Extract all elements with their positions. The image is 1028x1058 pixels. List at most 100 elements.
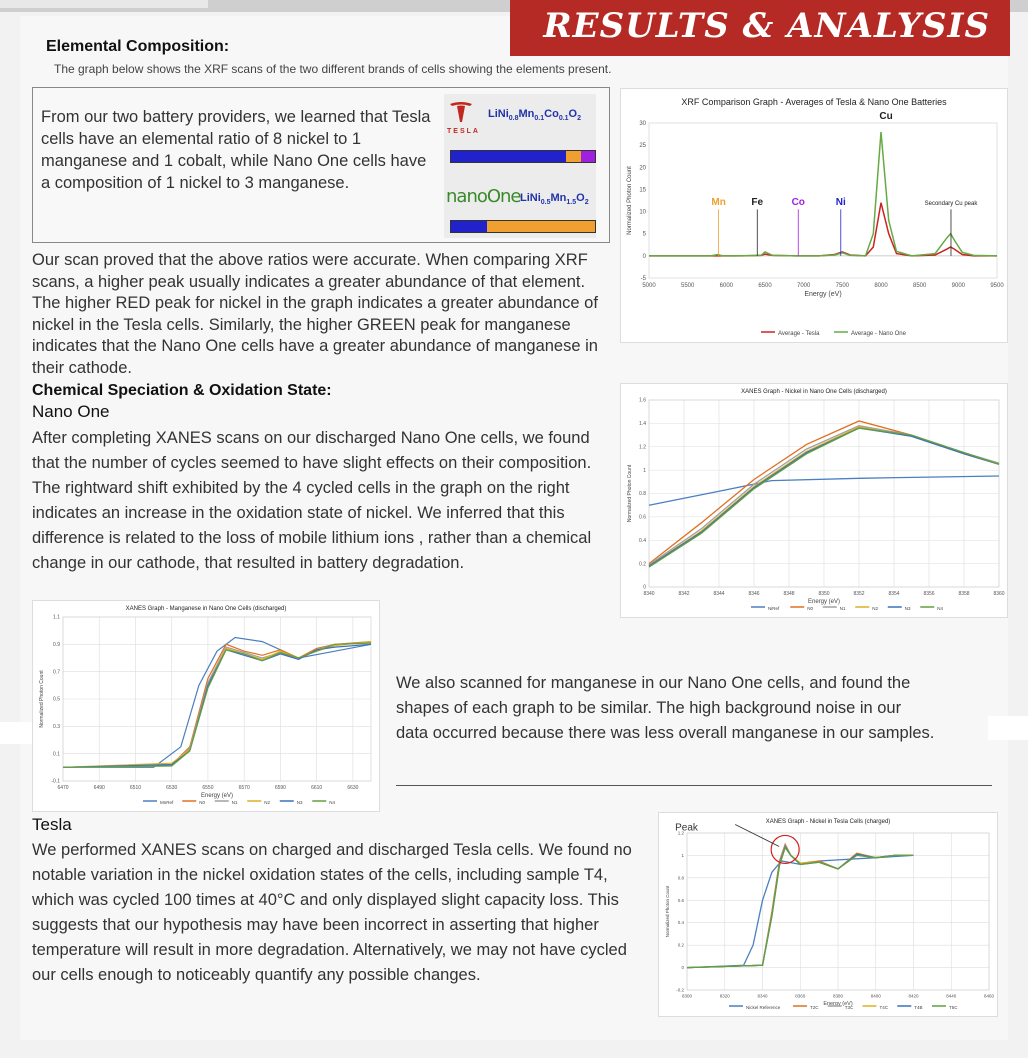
element-label: Mn: [711, 197, 725, 208]
header-banner: RESULTS & ANALYSIS: [510, 0, 1010, 56]
nanoone-composition-bar: [450, 220, 596, 233]
x-axis-label: Energy (eV): [804, 291, 841, 298]
legend-entry: NiRef: [768, 606, 780, 611]
element-label: Co: [792, 197, 805, 208]
logo-panel: TESLA LiNi0.8Mn0.1Co0.1O2 nanoOne LiNi0.…: [444, 94, 596, 238]
xrf-chart-svg: XRF Comparison Graph - Averages of Tesla…: [627, 97, 1004, 337]
y-tick-label: 0: [681, 965, 684, 970]
ni-segment: [451, 151, 567, 162]
x-tick-label: 9500: [990, 283, 1004, 289]
manganese-nanoone-chart: XANES Graph - Manganese in Nano One Cell…: [32, 600, 380, 812]
legend-entry: N3: [297, 800, 303, 805]
mn-segment: [487, 221, 595, 232]
legend-entry: T4C: [880, 1005, 889, 1010]
nickel-tesla-chart: XANES Graph - Nickel in Tesla Cells (cha…: [658, 812, 998, 1017]
y-tick-label: 0.6: [678, 898, 685, 903]
nanoone-paragraph: After completing XANES scans on our disc…: [32, 429, 592, 572]
elemental-composition-heading: Elemental Composition:: [46, 38, 230, 55]
legend-entry: N4: [329, 800, 335, 805]
manganese-paragraph: We also scanned for manganese in our Nan…: [396, 674, 935, 742]
series-line: [649, 131, 998, 257]
x-tick-label: 8340: [643, 591, 654, 597]
y-tick-label: 25: [639, 143, 646, 149]
y-tick-label: 1.2: [639, 444, 646, 450]
y-tick-label: 30: [639, 121, 646, 127]
x-tick-label: 5500: [681, 283, 695, 289]
y-tick-label: 0.7: [53, 669, 60, 675]
manganese-nanoone-chart-svg: XANES Graph - Manganese in Nano One Cell…: [39, 606, 372, 805]
y-tick-label: 0: [643, 585, 646, 591]
tesla-paragraph: We performed XANES scans on charged and …: [32, 841, 632, 984]
x-tick-label: 8352: [853, 591, 864, 597]
xrf-explanation: Our scan proved that the above ratios we…: [32, 251, 598, 377]
y-tick-label: 0.2: [639, 561, 646, 567]
x-tick-label: 8000: [874, 283, 888, 289]
legend-entry: N1: [840, 606, 846, 611]
y-tick-label: 1.1: [53, 615, 60, 621]
x-tick-label: 8300: [682, 994, 693, 999]
xrf-chart: XRF Comparison Graph - Averages of Tesla…: [620, 88, 1008, 343]
series-line: [648, 427, 1000, 568]
y-tick-label: 0.1: [53, 751, 60, 757]
x-tick-label: 6470: [57, 785, 68, 791]
x-tick-label: 6490: [94, 785, 105, 791]
x-tick-label: 9000: [952, 283, 966, 289]
series-line: [62, 643, 372, 768]
series-line: [63, 636, 372, 768]
legend-entry: N2: [872, 606, 878, 611]
x-tick-label: 6500: [758, 283, 772, 289]
legend-entry: Nickel Reference: [746, 1005, 781, 1010]
x-tick-label: 8358: [958, 591, 969, 597]
x-tick-label: 8356: [923, 591, 934, 597]
chart-title: XANES Graph - Manganese in Nano One Cell…: [126, 606, 287, 612]
x-tick-label: 6000: [720, 283, 734, 289]
tesla-subheading: Tesla: [32, 815, 72, 834]
nickel-tesla-chart-svg: XANES Graph - Nickel in Tesla Cells (cha…: [665, 819, 995, 1010]
series-line: [649, 202, 997, 257]
x-tick-label: 6590: [275, 785, 286, 791]
plot-area: [648, 122, 998, 279]
tesla-wordmark: TESLA: [447, 128, 480, 135]
legend-entry: N3: [905, 606, 911, 611]
y-axis-label: Normalized Photon Count: [627, 464, 633, 522]
x-tick-label: 6550: [202, 785, 213, 791]
x-tick-label: 8344: [713, 591, 724, 597]
legend-entry: N2: [264, 800, 270, 805]
series-line: [648, 475, 1000, 506]
y-tick-label: -0.1: [51, 779, 60, 785]
chart-title: XRF Comparison Graph - Averages of Tesla…: [681, 97, 947, 107]
y-tick-label: -0.2: [676, 988, 684, 993]
x-tick-label: 8420: [908, 994, 919, 999]
y-tick-label: 10: [639, 210, 646, 216]
legend-entry: N0: [199, 800, 205, 805]
plot-area: [686, 832, 990, 991]
chart-title: XANES Graph - Nickel in Nano One Cells (…: [741, 389, 887, 395]
y-tick-label: 0.3: [53, 724, 60, 730]
x-axis-label: Energy (eV): [808, 599, 840, 605]
page-title: RESULTS & ANALYSIS: [543, 6, 990, 46]
series-line: [686, 846, 914, 969]
x-axis-label: Energy (eV): [823, 1001, 853, 1007]
y-tick-label: 0.6: [639, 515, 646, 521]
x-axis-label: Energy (eV): [201, 793, 233, 799]
y-tick-label: 5: [643, 232, 647, 238]
x-tick-label: 8320: [720, 994, 731, 999]
legend-entry: T2C: [810, 1005, 819, 1010]
y-tick-label: 0.4: [639, 538, 646, 544]
x-tick-label: 6610: [311, 785, 322, 791]
legend-entry: Average - Nano One: [851, 331, 907, 337]
nanoone-formula: LiNi0.5Mn1.5O2: [520, 192, 589, 207]
left-tab-decoration: [0, 722, 40, 744]
nickel-nanoone-chart: XANES Graph - Nickel in Nano One Cells (…: [620, 383, 1008, 618]
x-tick-label: 8348: [783, 591, 794, 597]
ni-segment: [451, 221, 487, 232]
x-tick-label: 6570: [239, 785, 250, 791]
legend-entry: N0: [807, 606, 813, 611]
plot-area: [648, 399, 1000, 588]
peak-label: Cu: [879, 111, 892, 122]
x-tick-label: 6510: [130, 785, 141, 791]
y-tick-label: 15: [639, 187, 646, 193]
x-tick-label: 8346: [748, 591, 759, 597]
y-axis-label: Normalized Photon Count: [665, 885, 670, 937]
tesla-logo-icon: [450, 102, 472, 122]
